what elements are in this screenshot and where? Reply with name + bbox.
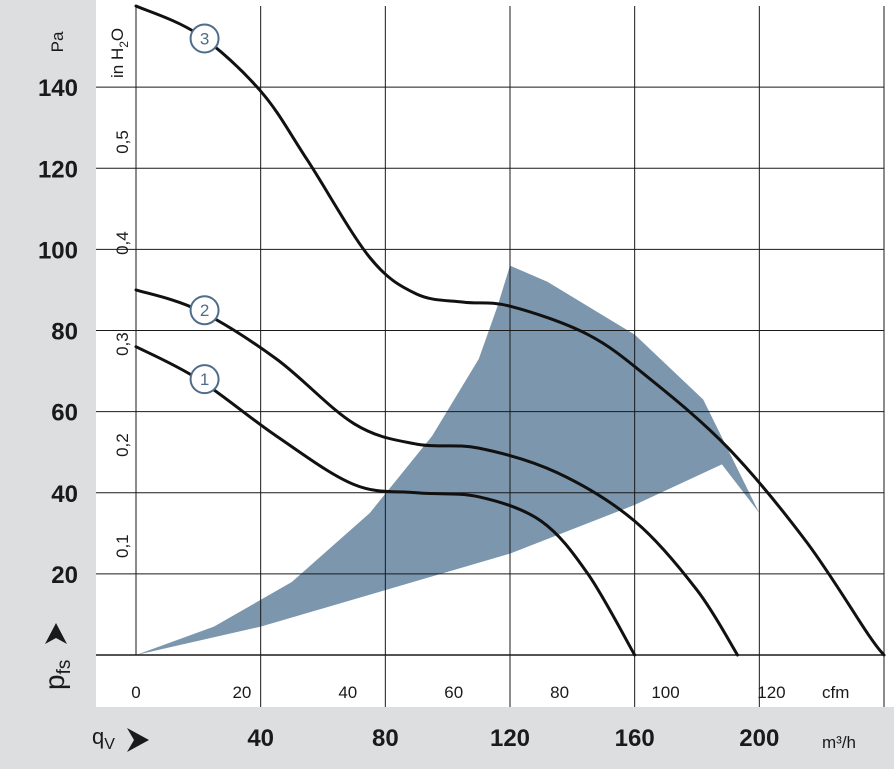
bottom-axis-band xyxy=(0,707,894,769)
y-secondary-unit-tail: O xyxy=(108,28,127,41)
x-axis-label: qV xyxy=(92,724,149,753)
series-marker-1: 1 xyxy=(189,364,220,395)
y-secondary-tick-label-0-4: 0,4 xyxy=(113,231,132,255)
x-secondary-tick-label-60: 60 xyxy=(444,683,463,702)
y-tick-label-60: 60 xyxy=(51,400,78,427)
x-tick-label-80: 80 xyxy=(372,725,399,752)
y-secondary-tick-label-0-1: 0,1 xyxy=(113,534,132,558)
y-secondary-tick-label-0-2: 0,2 xyxy=(113,433,132,457)
curve-3 xyxy=(134,4,886,657)
series-marker-label-1: 1 xyxy=(200,370,209,389)
x-secondary-unit-cfm: cfm xyxy=(822,683,849,702)
x-secondary-tick-label-40: 40 xyxy=(338,683,357,702)
x-tick-label-160: 160 xyxy=(615,725,655,752)
curves-layer xyxy=(134,4,886,657)
operating-area xyxy=(136,265,760,655)
x-secondary-tick-label-100: 100 xyxy=(651,683,679,702)
y-secondary-unit-sub: 2 xyxy=(117,41,131,48)
y-tick-label-120: 120 xyxy=(38,156,78,183)
series-marker-circle-3 xyxy=(189,23,220,54)
series-marker-circle-1 xyxy=(189,364,220,395)
series-markers-layer: 1 2 3 xyxy=(189,23,220,395)
x-secondary-tick-label-0: 0 xyxy=(131,683,140,702)
y-tick-label-80: 80 xyxy=(51,319,78,346)
y-secondary-unit: in H2O xyxy=(108,28,131,78)
x-axis-label-text: qV xyxy=(92,724,115,753)
x-tick-label-120: 120 xyxy=(490,725,530,752)
series-marker-circle-2 xyxy=(189,295,220,326)
x-secondary-tick-label-80: 80 xyxy=(550,683,569,702)
series-marker-3: 3 xyxy=(189,23,220,54)
x-tick-label-200: 200 xyxy=(739,725,779,752)
x-tick-label-40: 40 xyxy=(247,725,274,752)
operating-area-layer xyxy=(136,265,760,655)
y-tick-label-140: 140 xyxy=(38,75,78,102)
y-secondary-unit-main: in H xyxy=(108,48,127,78)
y-secondary-tick-label-0-5: 0,5 xyxy=(113,130,132,154)
y-tick-label-100: 100 xyxy=(38,237,78,264)
x-secondary-tick-label-120: 120 xyxy=(757,683,785,702)
x-axis-label-sub: V xyxy=(104,736,115,753)
y-tick-label-40: 40 xyxy=(51,481,78,508)
y-axis-label-main: p xyxy=(39,674,70,690)
x-axis-label-main: q xyxy=(92,724,104,749)
grid-layer xyxy=(96,6,885,707)
y-axis-label-sub: fs xyxy=(54,660,75,675)
y-axis-label: pfs xyxy=(39,623,75,690)
y-axis-label-text: pfs xyxy=(39,660,75,690)
y-secondary-tick-label-0-3: 0,3 xyxy=(113,332,132,356)
curve-1 xyxy=(134,345,637,657)
x-axis-arrow-icon xyxy=(127,728,149,752)
curve-2 xyxy=(134,288,739,657)
x-unit-m3h: m³/h xyxy=(822,733,856,752)
series-marker-label-3: 3 xyxy=(200,29,209,48)
y-axis-arrow-icon xyxy=(45,623,67,644)
y-tick-label-20: 20 xyxy=(51,562,78,589)
series-marker-label-2: 2 xyxy=(200,301,209,320)
left-axis-band xyxy=(0,0,96,769)
y-unit-pa: Pa xyxy=(48,31,67,52)
x-secondary-tick-label-20: 20 xyxy=(232,683,251,702)
series-marker-2: 2 xyxy=(189,295,220,326)
